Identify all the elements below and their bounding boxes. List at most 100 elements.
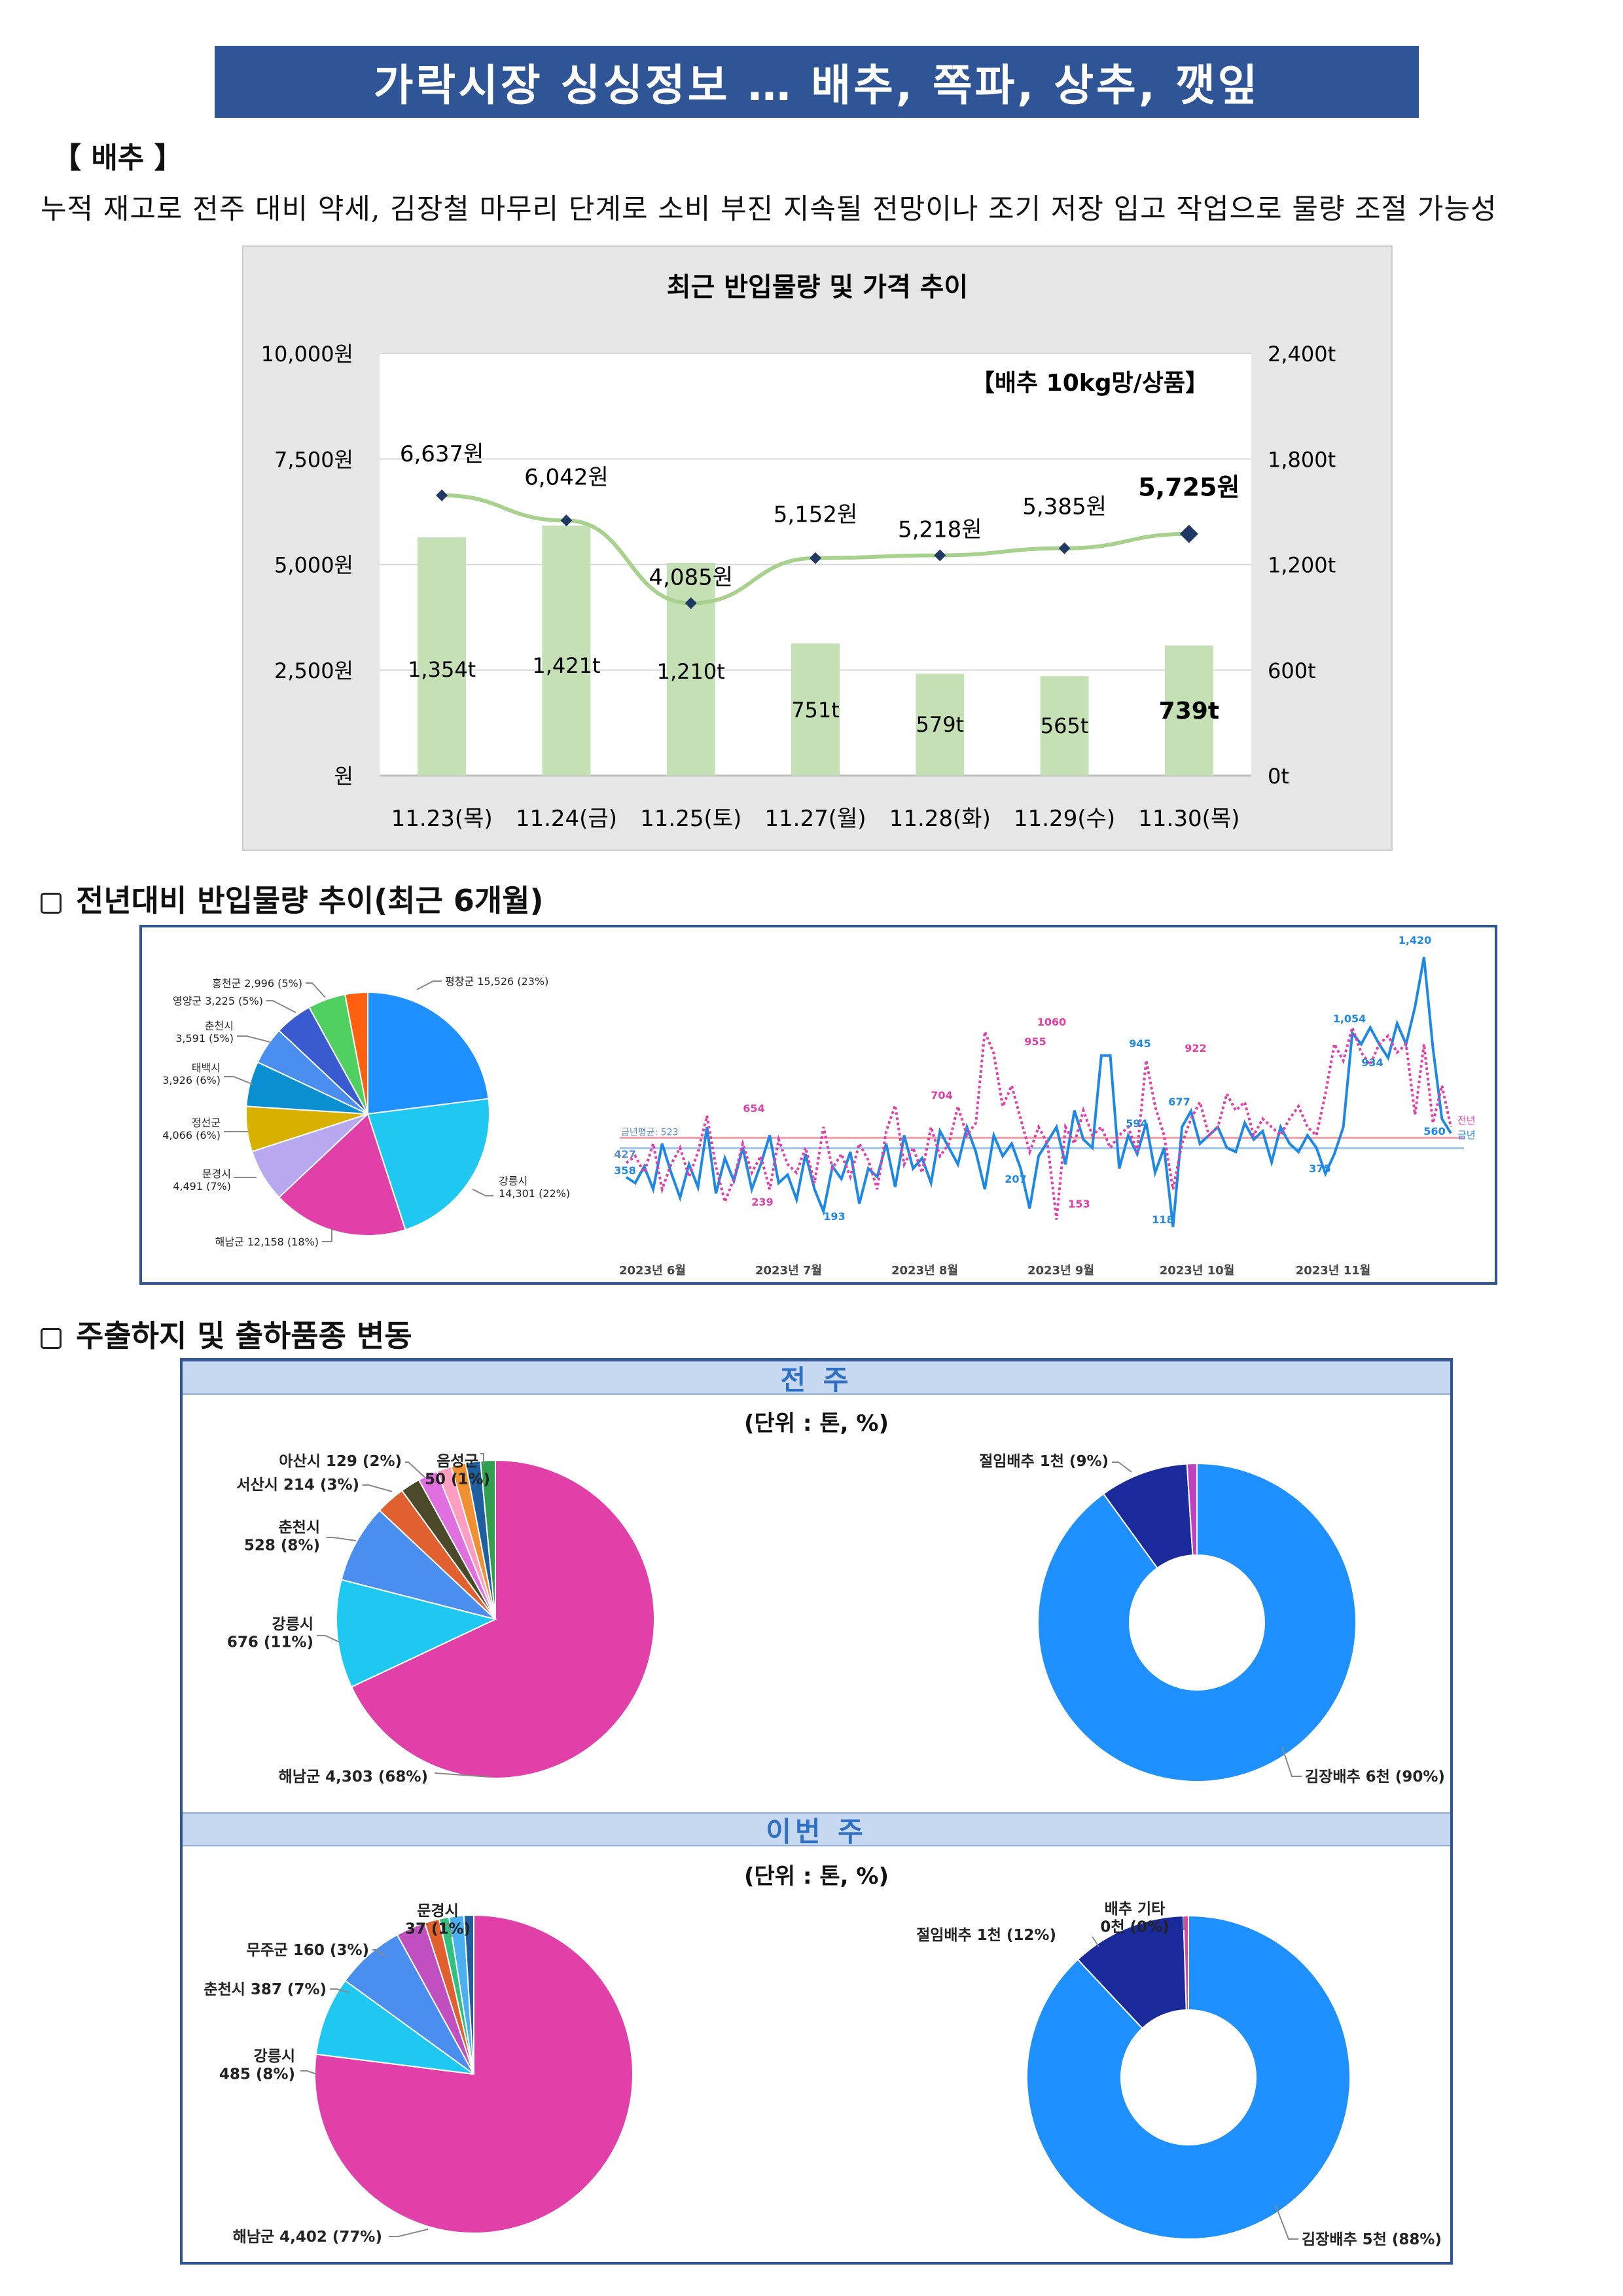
unit-note-prev: (단위 : 톤, %) bbox=[743, 1410, 889, 1437]
trend-annotation: 239 bbox=[751, 1196, 773, 1208]
leader-line bbox=[1275, 2204, 1298, 2240]
trend-series-line bbox=[625, 956, 1452, 1227]
leader-line bbox=[480, 1453, 484, 1465]
y-left-tick: 5,000원 bbox=[274, 553, 353, 578]
x-tick-label: 11.30(목) bbox=[1138, 806, 1240, 832]
x-tick-label: 2023년 6월 bbox=[619, 1264, 686, 1278]
section-heading: 【 배추 】 bbox=[52, 141, 183, 175]
trend-annotation: 560 bbox=[1423, 1125, 1445, 1138]
slice-label: 강릉시 14,301 (22%) bbox=[499, 1175, 570, 1200]
bar bbox=[418, 537, 467, 776]
slice-label: 김장배추 6천 (90%) bbox=[1305, 1768, 1445, 1785]
series-end-label: 금년 bbox=[1457, 1129, 1476, 1141]
bar-data-label: 1,210t bbox=[657, 659, 725, 684]
donut-slice bbox=[1026, 1914, 1351, 2240]
y-right-tick: 1,200t bbox=[1268, 553, 1336, 578]
trend-annotation: 207 bbox=[1005, 1173, 1026, 1185]
slice-label: 춘천시 387 (7%) bbox=[204, 1981, 327, 1998]
trend-panel: 평창군 15,526 (23%) 강릉시 14,301 (22%) 해남군 12,15… bbox=[139, 925, 1497, 1285]
bar bbox=[916, 673, 965, 776]
price-marker bbox=[1179, 524, 1198, 543]
origin-panel: 전 주 (단위 : 톤, %) 이번 주 (단위 : 톤, %) 해남군 4,3… bbox=[180, 1358, 1453, 2265]
leader-line bbox=[372, 1949, 386, 1957]
price-marker bbox=[436, 489, 448, 501]
pie-slice bbox=[277, 1113, 406, 1236]
y-left-tick: 7,500원 bbox=[274, 447, 353, 472]
summary-text: 누적 재고로 전주 대비 약세, 김장철 마무리 단계로 소비 부진 지속될 전… bbox=[41, 193, 1497, 226]
leader-line bbox=[363, 1484, 393, 1492]
x-tick-label: 11.28(화) bbox=[889, 806, 991, 832]
unit-note-this: (단위 : 톤, %) bbox=[743, 1863, 889, 1890]
slice-label: 평창군 15,526 (23%) bbox=[445, 975, 548, 988]
slice-label: 강릉시 676 (11%) bbox=[227, 1616, 313, 1651]
trend-annotation: 118 bbox=[1152, 1213, 1173, 1226]
bar-data-label: 751t bbox=[791, 698, 840, 723]
leader-line bbox=[327, 1537, 357, 1541]
price-marker bbox=[934, 549, 946, 562]
x-tick-label: 11.27(월) bbox=[764, 806, 866, 832]
x-tick-label: 11.29(수) bbox=[1014, 806, 1115, 832]
pie-slice bbox=[366, 1098, 490, 1231]
y-right-tick: 2,400t bbox=[1268, 342, 1336, 367]
trend-subheading-text: 전년대비 반입물량 추이(최근 6개월) bbox=[76, 883, 544, 918]
bar-data-label: 1,354t bbox=[408, 657, 476, 682]
price-data-label: 5,725원 bbox=[1138, 473, 1240, 502]
price-marker bbox=[810, 552, 821, 564]
donut-slice bbox=[1077, 1915, 1187, 2030]
price-data-label: 5,218원 bbox=[898, 516, 982, 543]
bar bbox=[791, 643, 840, 776]
slice-label: 무주군 160 (3%) bbox=[246, 1942, 369, 1959]
price-data-label: 5,385원 bbox=[1022, 494, 1107, 520]
price-marker bbox=[685, 597, 697, 609]
trend-annotation: 1,054 bbox=[1333, 1013, 1366, 1025]
reference-label: 금년평균: 523 bbox=[621, 1127, 678, 1138]
leader-line bbox=[317, 1635, 340, 1643]
slice-label: 문경시 37 (1%) bbox=[405, 1903, 471, 1938]
trend-annotation: 153 bbox=[1068, 1198, 1090, 1210]
slice-label: 정선군 4,066 (6%) bbox=[162, 1117, 221, 1141]
trend-charts: 평창군 15,526 (23%) 강릉시 14,301 (22%) 해남군 12,15… bbox=[162, 934, 1476, 1278]
pie-slice bbox=[367, 991, 490, 1115]
slice-label: 해남군 4,402 (77%) bbox=[233, 2229, 382, 2246]
pie-slice bbox=[480, 1459, 496, 1620]
y-right-tick: 0t bbox=[1268, 764, 1289, 789]
price-marker bbox=[1058, 542, 1071, 554]
pie-slice bbox=[350, 1459, 655, 1779]
leader-line bbox=[237, 1035, 270, 1043]
prev-week-band: 전 주 bbox=[183, 1361, 1450, 1396]
origin-subheading: 주출하지 및 출하품종 변동 bbox=[41, 1312, 412, 1355]
slice-label: 강릉시 485 (8%) bbox=[219, 2048, 295, 2083]
slice-label: 태백시 3,926 (6%) bbox=[162, 1062, 221, 1086]
trend-annotation: 594 bbox=[1126, 1117, 1147, 1130]
origin-subheading-text: 주출하지 및 출하품종 변동 bbox=[76, 1318, 412, 1354]
leader-line bbox=[1092, 1936, 1099, 1947]
x-tick-label: 2023년 9월 bbox=[1027, 1264, 1094, 1278]
donut-slice bbox=[1186, 1462, 1198, 1556]
y-left-tick: 10,000원 bbox=[261, 342, 353, 367]
leader-line bbox=[416, 980, 442, 990]
donut-slice bbox=[1183, 1914, 1189, 2011]
pie-slice bbox=[344, 1933, 474, 2075]
leader-line bbox=[472, 1189, 493, 1196]
leader-line bbox=[1112, 1462, 1132, 1473]
x-tick-label: 11.23(목) bbox=[391, 806, 493, 832]
slice-label: 배추 기타 0천 (0%) bbox=[1100, 1901, 1169, 1936]
x-tick-label: 2023년 11월 bbox=[1296, 1264, 1371, 1278]
bar bbox=[1040, 676, 1089, 776]
x-tick-label: 2023년 7월 bbox=[755, 1264, 822, 1278]
bar-line-chart: 최근 반입물량 및 가격 추이원 2,500원 5,000원 7,500원 10,000… bbox=[261, 272, 1336, 832]
leader-line bbox=[405, 1462, 425, 1478]
leader-line bbox=[224, 1076, 254, 1085]
slice-label: 춘천시 3,591 (5%) bbox=[175, 1020, 234, 1045]
trend-annotation: 654 bbox=[743, 1102, 764, 1115]
leader-line bbox=[1281, 1746, 1302, 1777]
y-left-tick: 원 bbox=[334, 764, 353, 789]
bar-data-label: 565t bbox=[1041, 713, 1089, 738]
trend-series-line bbox=[625, 1023, 1452, 1220]
slice-label: 홍천군 2,996 (5%) bbox=[212, 977, 302, 990]
trend-annotation: 1,420 bbox=[1399, 934, 1432, 946]
leader-line bbox=[434, 1772, 490, 1777]
x-tick-label: 2023년 8월 bbox=[891, 1264, 958, 1278]
origin-charts: 해남군 4,303 (68%) 강릉시 676 (11%) 춘천시 528 (8%) 서산… bbox=[204, 1453, 1445, 2248]
price-data-label: 6,637원 bbox=[400, 441, 484, 467]
